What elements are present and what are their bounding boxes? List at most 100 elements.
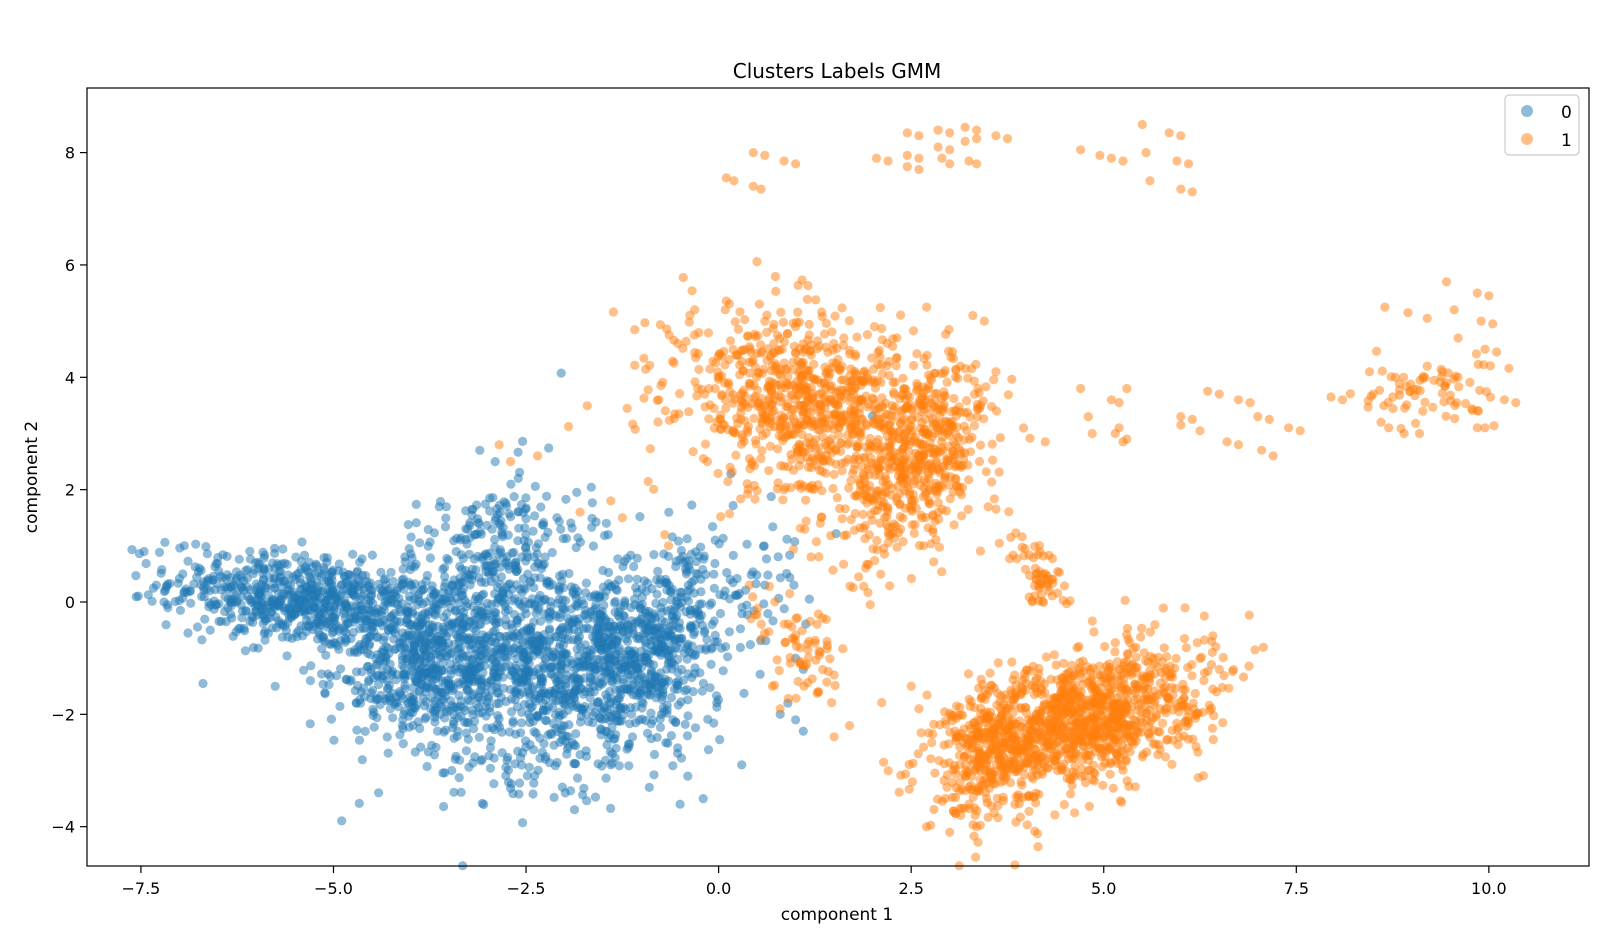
scatter-point-series-0 [452,731,462,741]
scatter-point-series-0 [689,575,699,586]
scatter-point-series-0 [789,580,799,590]
scatter-point-series-1 [779,461,789,471]
scatter-point-series-0 [533,765,543,775]
scatter-point-series-1 [690,377,700,387]
scatter-point-series-1 [792,421,802,431]
scatter-point-series-0 [316,572,326,582]
scatter-point-series-0 [556,524,566,534]
scatter-point-series-0 [550,688,560,699]
scatter-point-series-1 [720,360,730,370]
scatter-point-series-0 [461,524,471,534]
scatter-point-series-0 [518,818,528,828]
scatter-point-series-1 [713,351,723,361]
scatter-point-series-0 [296,578,306,588]
scatter-point-series-0 [396,691,407,701]
scatter-point-series-1 [855,485,865,496]
scatter-point-series-0 [442,553,452,564]
scatter-point-series-1 [740,315,750,325]
scatter-point-series-0 [341,674,351,685]
scatter-point-series-1 [1070,808,1080,818]
scatter-point-series-1 [690,305,700,315]
scatter-point-series-0 [600,644,610,655]
scatter-point-series-0 [319,562,329,573]
scatter-point-series-1 [640,318,650,328]
scatter-point-series-0 [356,687,366,697]
scatter-point-series-0 [506,479,516,489]
scatter-point-series-0 [205,625,215,635]
scatter-point-series-0 [673,700,684,710]
scatter-point-series-0 [226,609,236,619]
scatter-point-series-1 [923,523,933,533]
scatter-point-series-1 [928,510,938,520]
scatter-point-series-0 [652,639,662,649]
scatter-point-series-0 [604,567,614,578]
scatter-point-series-0 [540,688,550,698]
scatter-point-series-0 [677,587,687,598]
scatter-point-series-1 [784,380,794,390]
scatter-point-series-0 [735,642,746,653]
scatter-point-series-1 [991,504,1001,514]
scatter-point-series-0 [515,584,525,595]
scatter-point-series-0 [540,715,551,725]
scatter-point-series-1 [778,495,788,505]
scatter-point-series-0 [715,735,725,745]
scatter-point-series-0 [367,550,377,560]
scatter-point-series-1 [983,502,993,512]
scatter-point-series-0 [296,564,306,575]
scatter-point-series-0 [697,599,707,609]
scatter-point-series-0 [712,702,722,712]
scatter-point-series-1 [1207,647,1217,658]
scatter-point-series-0 [658,691,668,701]
scatter-point-series-0 [209,596,219,606]
scatter-point-series-0 [312,561,322,571]
scatter-point-series-1 [668,356,678,366]
scatter-point-series-0 [384,693,394,703]
scatter-point-series-0 [601,518,612,528]
scatter-point-series-0 [430,712,440,723]
scatter-point-series-0 [547,663,557,673]
scatter-point-series-1 [941,329,951,339]
scatter-point-series-1 [749,413,759,423]
scatter-point-series-0 [531,645,541,655]
scatter-point-series-1 [942,377,952,387]
scatter-point-series-1 [850,351,860,361]
scatter-point-series-0 [493,711,503,721]
scatter-point-series-0 [668,761,678,771]
scatter-point-series-0 [334,559,344,569]
scatter-point-series-1 [811,295,821,305]
scatter-point-series-0 [615,655,626,665]
scatter-point-series-0 [161,582,171,592]
scatter-point-series-1 [1179,634,1190,644]
scatter-point-series-0 [554,584,564,595]
scatter-point-series-0 [305,719,315,729]
scatter-point-series-0 [505,579,515,589]
scatter-point-series-1 [1007,374,1017,384]
scatter-point-series-0 [759,541,769,551]
scatter-point-series-0 [572,773,583,783]
scatter-point-series-1 [817,307,827,317]
scatter-point-series-0 [348,617,358,627]
scatter-point-series-0 [503,530,513,540]
scatter-point-series-1 [713,468,723,478]
scatter-point-series-0 [438,587,448,597]
scatter-point-series-0 [685,564,695,574]
scatter-point-series-1 [793,307,803,317]
scatter-point-series-0 [403,520,413,530]
scatter-point-series-1 [804,366,814,376]
scatter-point-series-0 [267,623,277,633]
scatter-point-series-0 [519,673,529,683]
scatter-point-series-1 [737,357,747,367]
scatter-point-series-1 [807,415,817,425]
scatter-point-series-0 [494,698,504,709]
scatter-point-series-0 [324,680,334,690]
scatter-point-series-1 [888,429,898,439]
scatter-point-series-0 [495,500,505,510]
scatter-point-series-0 [531,608,541,618]
scatter-point-series-0 [549,792,559,803]
scatter-point-series-1 [1084,801,1094,812]
scatter-point-series-0 [382,596,392,606]
scatter-point-series-0 [490,457,500,467]
scatter-point-series-0 [596,725,607,735]
scatter-point-series-1 [892,542,902,552]
scatter-point-series-1 [816,450,826,461]
